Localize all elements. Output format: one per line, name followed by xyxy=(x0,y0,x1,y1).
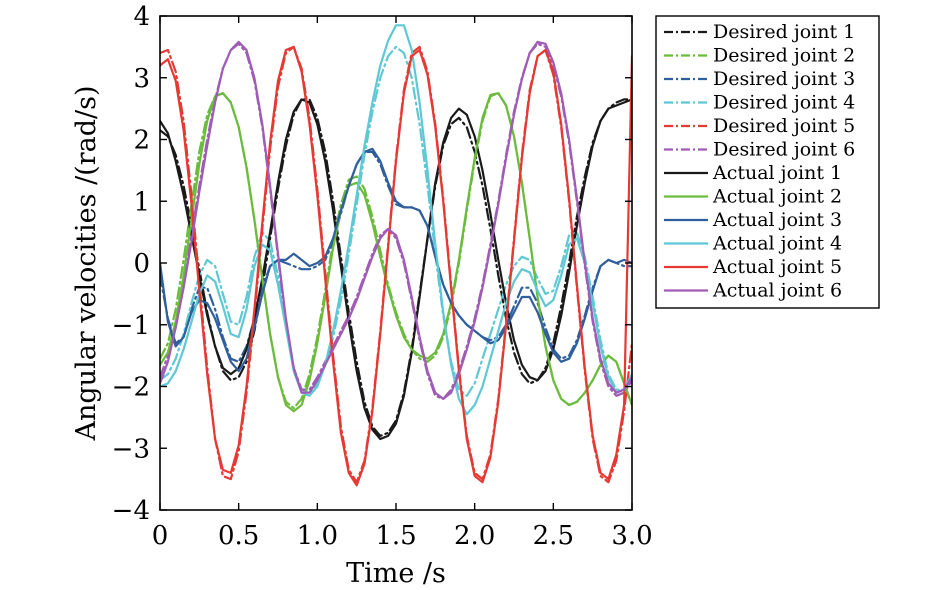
plot-background xyxy=(160,16,632,510)
plot-area xyxy=(160,16,632,510)
legend-label-actual-joint-2: Actual joint 2 xyxy=(712,186,842,208)
legend-label-actual-joint-5: Actual joint 5 xyxy=(712,256,842,278)
x-axis-title: Time /s xyxy=(346,558,446,589)
legend-label-desired-joint-3: Desired joint 3 xyxy=(713,68,855,90)
y-tick-label: 3 xyxy=(133,64,150,94)
legend-label-desired-joint-6: Desired joint 6 xyxy=(713,139,855,161)
legend-label-actual-joint-3: Actual joint 3 xyxy=(712,209,842,231)
legend-label-desired-joint-5: Desired joint 5 xyxy=(713,115,855,137)
x-tick-label: 1.0 xyxy=(297,521,338,551)
series-line-actual-joint-4 xyxy=(160,24,632,416)
series-line-actual-joint-6 xyxy=(160,40,632,400)
legend-label-desired-joint-2: Desired joint 2 xyxy=(713,45,855,67)
series-line-actual-joint-3 xyxy=(160,147,632,373)
legend-label-actual-joint-4: Actual joint 4 xyxy=(712,233,842,255)
y-tick-label: −3 xyxy=(112,434,150,464)
y-tick-label: 4 xyxy=(133,2,150,32)
y-tick-label: 2 xyxy=(133,126,150,156)
y-tick-label: −2 xyxy=(112,373,150,403)
x-tick-label: 3.0 xyxy=(611,521,652,551)
legend-label-desired-joint-4: Desired joint 4 xyxy=(713,92,855,114)
y-axis-title: Angular velocities /(rad/s) xyxy=(71,86,102,442)
series-line-actual-joint-1 xyxy=(160,98,632,441)
series-line-desired-joint-4 xyxy=(160,45,632,397)
x-tick-label: 0 xyxy=(152,521,169,551)
y-tick-label: −4 xyxy=(112,496,150,526)
x-tick-label: 2.5 xyxy=(533,521,574,551)
legend-label-desired-joint-1: Desired joint 1 xyxy=(713,21,855,43)
y-tick-label: 0 xyxy=(133,249,150,279)
x-tick-label: 1.5 xyxy=(375,521,416,551)
y-tick-label: −1 xyxy=(112,311,150,341)
legend-box xyxy=(655,15,880,309)
legend-label-actual-joint-1: Actual joint 1 xyxy=(712,162,842,184)
y-tick-label: 1 xyxy=(133,187,150,217)
legend-label-actual-joint-6: Actual joint 6 xyxy=(712,280,842,302)
series-line-actual-joint-5 xyxy=(160,45,632,487)
axes-layer: 0 0.5 1.0 1.5 2.0 2.5 3.0 −4 −3 −2 −1 0 1 2 3 4 xyxy=(112,2,653,551)
series-layer xyxy=(160,24,632,487)
series-line-actual-joint-2 xyxy=(160,92,632,413)
x-tick-label: 0.5 xyxy=(218,521,259,551)
x-tick-label: 2.0 xyxy=(454,521,495,551)
